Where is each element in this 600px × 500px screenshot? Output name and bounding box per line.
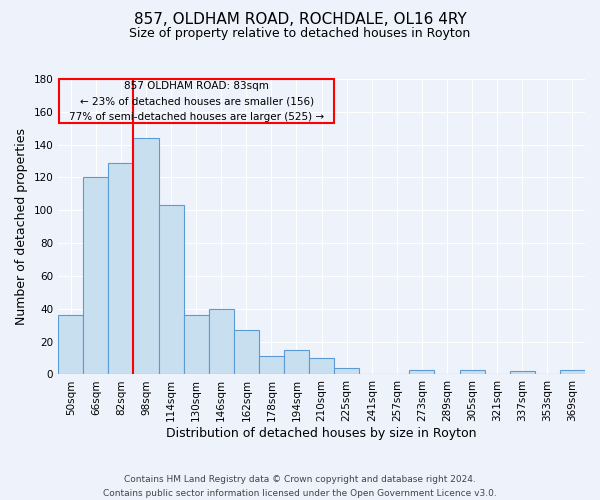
Bar [284, 350, 309, 374]
Bar [234, 330, 259, 374]
Bar [109, 162, 133, 374]
Bar [560, 370, 585, 374]
Bar [309, 358, 334, 374]
Bar [83, 178, 109, 374]
Text: Size of property relative to detached houses in Royton: Size of property relative to detached ho… [130, 28, 470, 40]
Bar [158, 206, 184, 374]
Text: Contains HM Land Registry data © Crown copyright and database right 2024.
Contai: Contains HM Land Registry data © Crown c… [103, 476, 497, 498]
Bar [184, 316, 209, 374]
Bar [460, 370, 485, 374]
Bar [259, 356, 284, 374]
Bar [209, 309, 234, 374]
Bar [59, 79, 334, 124]
Bar [334, 368, 359, 374]
Text: 857 OLDHAM ROAD: 83sqm
← 23% of detached houses are smaller (156)
77% of semi-de: 857 OLDHAM ROAD: 83sqm ← 23% of detached… [69, 80, 325, 122]
Bar [133, 138, 158, 374]
Bar [510, 371, 535, 374]
Bar [58, 316, 83, 374]
Bar [409, 370, 434, 374]
Y-axis label: Number of detached properties: Number of detached properties [15, 128, 28, 325]
Text: 857, OLDHAM ROAD, ROCHDALE, OL16 4RY: 857, OLDHAM ROAD, ROCHDALE, OL16 4RY [134, 12, 466, 28]
X-axis label: Distribution of detached houses by size in Royton: Distribution of detached houses by size … [166, 427, 477, 440]
